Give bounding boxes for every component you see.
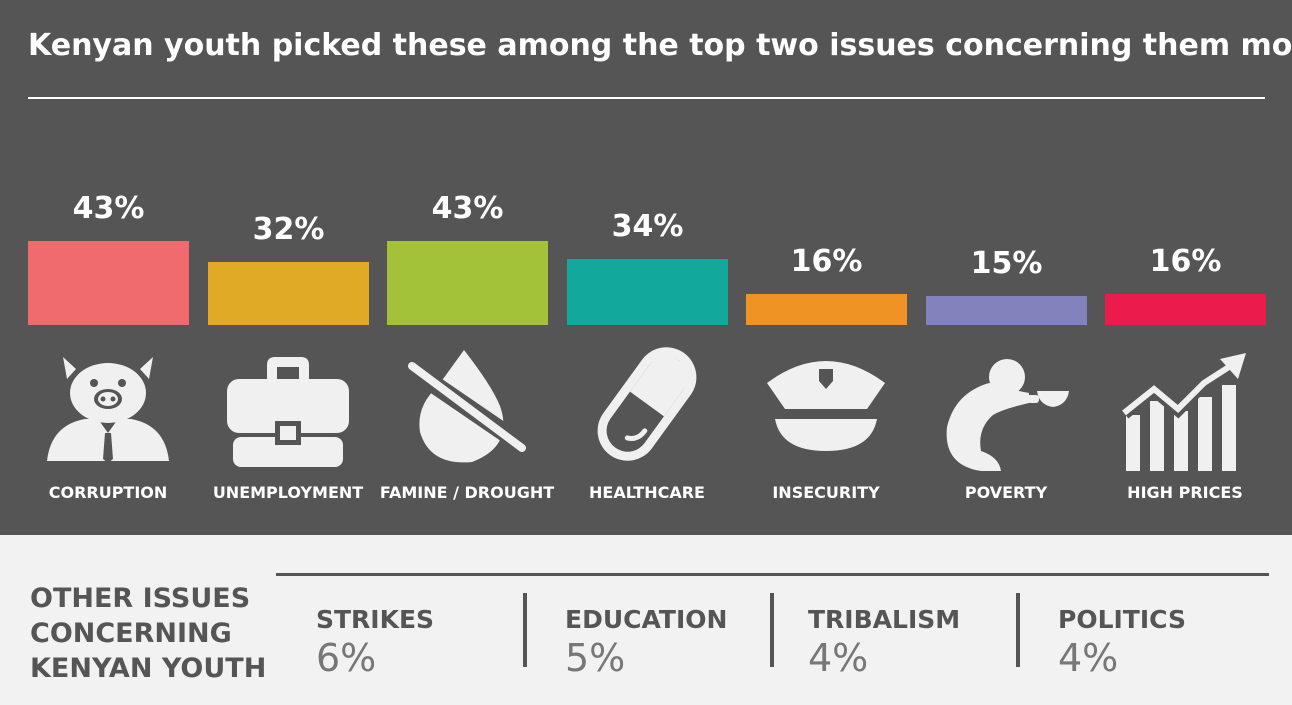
rising-prices-icon (1119, 353, 1250, 477)
bar-value-label: 15% (970, 246, 1043, 281)
category-label: HEALTHCARE (589, 483, 705, 502)
category-label: INSECURITY (772, 483, 880, 502)
chart-title: Kenyan youth picked these among the top … (28, 28, 1292, 63)
other-heading-line: CONCERNING (30, 618, 232, 649)
other-issues-panel: OTHER ISSUES CONCERNING KENYAN YOUTH STR… (0, 535, 1292, 705)
bar-high-prices (1105, 294, 1266, 325)
other-issue-value: 4% (808, 636, 869, 680)
title-divider (28, 97, 1265, 99)
other-issue-name: POLITICS (1058, 605, 1186, 634)
other-issue-separator (1016, 593, 1020, 667)
beggar-bowl-icon (941, 353, 1071, 477)
other-issue-politics: POLITICS 4% (1058, 605, 1186, 680)
pill-capsule-icon (582, 336, 712, 475)
bar-unemployment (208, 262, 369, 325)
other-issue-name: TRIBALISM (808, 605, 961, 634)
bar-value-label: 16% (1149, 244, 1222, 279)
police-cap-icon (761, 353, 891, 457)
bar-healthcare (567, 259, 728, 325)
bar-value-label: 34% (611, 209, 684, 244)
other-issue-name: EDUCATION (565, 605, 728, 634)
no-water-drop-icon (402, 346, 532, 470)
pig-businessman-icon (43, 353, 173, 467)
bar-poverty (926, 296, 1087, 325)
bar-corruption (28, 241, 189, 325)
category-label: POVERTY (964, 483, 1048, 502)
other-issue-name: STRIKES (316, 605, 435, 634)
other-issues-divider (276, 573, 1269, 576)
other-heading-line: OTHER ISSUES (30, 583, 251, 614)
bar-insecurity (746, 294, 907, 325)
other-issue-education: EDUCATION 5% (565, 605, 727, 680)
other-issue-value: 6% (316, 636, 377, 680)
category-label: UNEMPLOYMENT (212, 483, 364, 502)
other-issue-separator (523, 593, 527, 667)
briefcase-icon (223, 353, 353, 472)
bar-value-label: 32% (252, 212, 325, 247)
bar-value-label: 43% (431, 191, 504, 226)
category-label: FAMINE / DROUGHT (379, 483, 555, 502)
other-heading-line: KENYAN YOUTH (30, 653, 267, 684)
other-issue-separator (770, 593, 774, 667)
other-issue-value: 4% (1058, 636, 1119, 680)
bar-famine-drought (387, 241, 548, 325)
chart-panel: Kenyan youth picked these among the top … (0, 0, 1292, 535)
category-label: HIGH PRICES (1127, 483, 1243, 502)
other-issues-heading: OTHER ISSUES CONCERNING KENYAN YOUTH (30, 581, 270, 686)
bar-value-label: 43% (72, 191, 145, 226)
bar-value-label: 16% (790, 244, 863, 279)
other-issue-tribalism: TRIBALISM 4% (808, 605, 960, 680)
other-issue-strikes: STRIKES 6% (316, 605, 434, 680)
other-issue-value: 5% (565, 636, 626, 680)
category-label: CORRUPTION (48, 483, 168, 502)
